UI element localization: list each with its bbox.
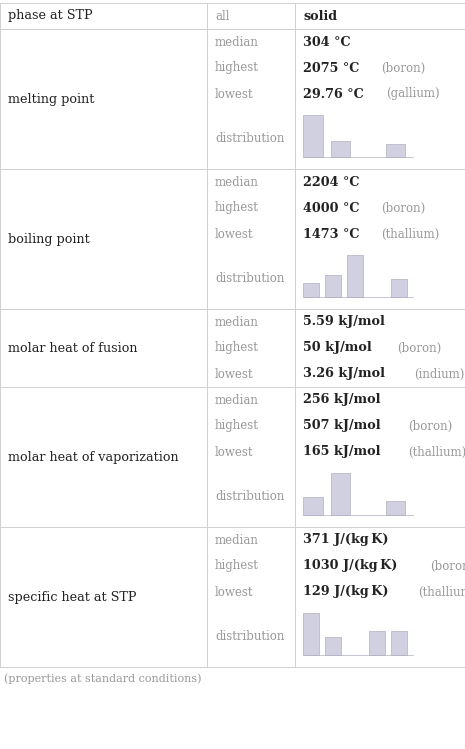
Text: 29.76 °C: 29.76 °C (303, 88, 364, 100)
Bar (325, 637, 341, 655)
Text: 4000 °C: 4000 °C (303, 201, 359, 214)
Bar (331, 473, 350, 515)
Text: median: median (215, 315, 259, 329)
Text: 50 kJ/mol: 50 kJ/mol (303, 342, 372, 354)
Text: distribution: distribution (215, 490, 285, 503)
Text: distribution: distribution (215, 132, 285, 145)
Bar (369, 631, 385, 655)
Text: highest: highest (215, 201, 259, 214)
Text: 304 °C: 304 °C (303, 35, 351, 49)
Text: 165 kJ/mol: 165 kJ/mol (303, 446, 380, 458)
Text: 2075 °C: 2075 °C (303, 61, 359, 74)
Bar (347, 255, 363, 297)
Text: (boron): (boron) (381, 201, 425, 214)
Text: boiling point: boiling point (8, 232, 90, 246)
Text: 2204 °C: 2204 °C (303, 175, 359, 189)
Text: molar heat of fusion: molar heat of fusion (8, 342, 138, 354)
Text: 371 J/(kg K): 371 J/(kg K) (303, 533, 388, 547)
Text: phase at STP: phase at STP (8, 10, 93, 22)
Bar (303, 115, 323, 157)
Text: (boron): (boron) (430, 560, 465, 572)
Text: lowest: lowest (215, 228, 253, 240)
Text: (boron): (boron) (381, 61, 425, 74)
Text: 1030 J/(kg K): 1030 J/(kg K) (303, 560, 398, 572)
Bar (331, 142, 350, 157)
Text: (thallium): (thallium) (381, 228, 439, 240)
Text: all: all (215, 10, 230, 22)
Text: lowest: lowest (215, 368, 253, 380)
Text: (thallium): (thallium) (418, 586, 465, 598)
Text: median: median (215, 393, 259, 407)
Bar (391, 631, 407, 655)
Text: highest: highest (215, 61, 259, 74)
Text: (gallium): (gallium) (386, 88, 440, 100)
Text: distribution: distribution (215, 629, 285, 643)
Text: (boron): (boron) (408, 419, 452, 432)
Text: distribution: distribution (215, 271, 285, 285)
Bar (385, 500, 405, 515)
Text: 3.26 kJ/mol: 3.26 kJ/mol (303, 368, 385, 380)
Bar (303, 497, 323, 515)
Text: (properties at standard conditions): (properties at standard conditions) (4, 673, 201, 685)
Text: specific heat at STP: specific heat at STP (8, 590, 137, 604)
Text: (boron): (boron) (397, 342, 441, 354)
Text: median: median (215, 35, 259, 49)
Text: 5.59 kJ/mol: 5.59 kJ/mol (303, 315, 385, 329)
Bar (325, 276, 341, 297)
Bar (385, 145, 405, 157)
Text: median: median (215, 533, 259, 547)
Text: highest: highest (215, 560, 259, 572)
Text: highest: highest (215, 342, 259, 354)
Text: lowest: lowest (215, 88, 253, 100)
Text: 507 kJ/mol: 507 kJ/mol (303, 419, 381, 432)
Text: 1473 °C: 1473 °C (303, 228, 359, 240)
Text: (thallium): (thallium) (408, 446, 465, 458)
Bar (391, 279, 407, 297)
Text: median: median (215, 175, 259, 189)
Text: highest: highest (215, 419, 259, 432)
Text: molar heat of vaporization: molar heat of vaporization (8, 450, 179, 464)
Text: (indium): (indium) (414, 368, 464, 380)
Text: melting point: melting point (8, 92, 94, 106)
Text: solid: solid (303, 10, 337, 22)
Bar (303, 613, 319, 655)
Text: 256 kJ/mol: 256 kJ/mol (303, 393, 380, 407)
Text: 129 J/(kg K): 129 J/(kg K) (303, 586, 388, 598)
Text: lowest: lowest (215, 586, 253, 598)
Text: lowest: lowest (215, 446, 253, 458)
Bar (303, 282, 319, 297)
